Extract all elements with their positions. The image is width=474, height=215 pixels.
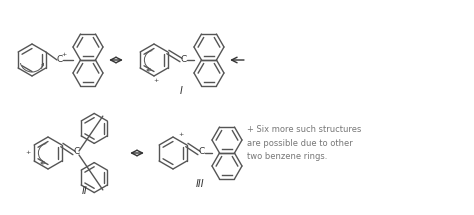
Text: +: + — [154, 78, 159, 83]
Text: + Six more such structures
are possible due to other
two benzene rings.: + Six more such structures are possible … — [247, 125, 361, 161]
Text: C: C — [199, 147, 205, 157]
Text: C: C — [57, 54, 63, 63]
Text: +: + — [26, 150, 31, 155]
Text: C: C — [181, 54, 187, 63]
Text: I: I — [180, 86, 183, 96]
Text: +: + — [61, 52, 67, 57]
Text: III: III — [196, 179, 204, 189]
Text: II: II — [82, 186, 88, 196]
Text: +: + — [178, 132, 183, 137]
Text: C: C — [74, 147, 80, 157]
